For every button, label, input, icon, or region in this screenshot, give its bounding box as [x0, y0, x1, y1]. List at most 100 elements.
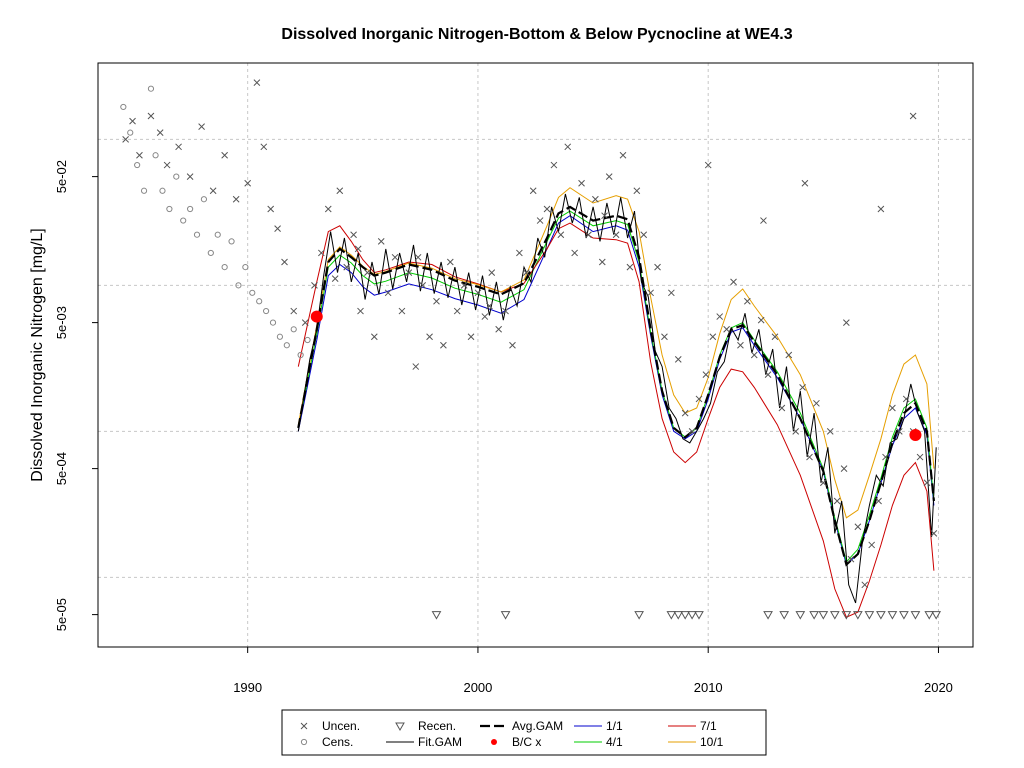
- points-layer: [120, 79, 942, 620]
- uncen-point-61: [592, 195, 599, 203]
- legend-uncen-label: Uncen.: [322, 719, 360, 733]
- recen-point-9: [779, 611, 790, 620]
- recen-point-12: [818, 611, 829, 620]
- cens-point-13: [207, 249, 214, 257]
- uncen-point-25: [343, 263, 351, 271]
- uncen-point-4: [156, 129, 164, 137]
- plot-frame: [97, 62, 974, 648]
- cens-point-2: [134, 161, 141, 169]
- uncen-point-95: [826, 427, 834, 435]
- uncen-point-2: [136, 151, 143, 159]
- uncen-point-80: [723, 325, 730, 333]
- cens-point-3: [140, 187, 148, 194]
- cens-point-27: [304, 336, 311, 344]
- uncen-point-63: [605, 173, 613, 180]
- uncen-point-47: [495, 325, 503, 333]
- uncen-point-104: [889, 404, 896, 412]
- cens-point-20: [256, 298, 263, 305]
- uncen-point-73: [674, 356, 682, 363]
- axes: 1990 2000 2010 2020 5e-05 5e-04 5e-03 5e-02: [54, 160, 953, 695]
- uncen-point-79: [716, 313, 724, 320]
- cens-point-17: [235, 282, 242, 289]
- uncen-point-57: [564, 143, 572, 151]
- recen-point-1: [500, 611, 511, 620]
- legend-recen-label: Recen.: [418, 719, 456, 733]
- uncen-point-15: [267, 205, 275, 213]
- uncen-point-105: [895, 427, 903, 435]
- cens-point-21: [262, 307, 270, 315]
- recen-point-20: [910, 611, 921, 620]
- uncen-point-120: [909, 112, 917, 120]
- legend-cens-symbol: [300, 738, 308, 746]
- series-line-avg-gam: [297, 205, 935, 567]
- legend-box: [281, 709, 767, 756]
- uncen-point-55: [550, 161, 558, 169]
- uncen-point-18: [290, 307, 298, 315]
- recen-point-17: [876, 611, 886, 620]
- uncen-point-96: [833, 497, 841, 505]
- uncen-point-89: [785, 351, 793, 359]
- x-tick-label-1: 2000: [463, 680, 492, 695]
- uncen-point-86: [764, 371, 772, 379]
- legend-avg-gam-label: Avg.GAM: [512, 719, 563, 733]
- uncen-point-114: [601, 212, 608, 220]
- uncen-point-56: [557, 231, 565, 239]
- uncen-point-77: [702, 371, 710, 379]
- uncen-point-33: [398, 307, 406, 315]
- cens-point-8: [173, 173, 180, 180]
- uncen-point-88: [778, 404, 786, 412]
- cens-point-14: [214, 231, 221, 238]
- uncen-point-75: [688, 427, 696, 435]
- y-axis-label: Dissolved Inorganic Nitrogen [mg/L]: [29, 228, 46, 481]
- chart-title: Dissolved Inorganic Nitrogen-Bottom & Be…: [281, 26, 792, 43]
- uncen-point-118: [843, 319, 850, 326]
- uncen-point-59: [578, 179, 585, 187]
- uncen-point-22: [324, 205, 332, 213]
- uncen-point-93: [813, 399, 820, 407]
- uncen-point-0: [122, 135, 129, 143]
- legend: Uncen. Cens. Recen. Fit.GAM Avg.GAM B/C x 1/1 4…: [281, 709, 767, 756]
- uncen-point-40: [446, 258, 454, 266]
- series-line-fit-gam: [297, 193, 937, 604]
- uncen-point-10: [221, 151, 228, 159]
- uncen-point-34: [405, 269, 413, 276]
- uncen-point-38: [433, 297, 440, 305]
- cens-point-0: [120, 103, 127, 111]
- uncen-point-74: [681, 409, 689, 417]
- uncen-point-97: [840, 465, 848, 472]
- recen-point-10: [795, 611, 806, 620]
- uncen-point-29: [370, 333, 378, 341]
- uncen-point-81: [730, 278, 737, 286]
- uncen-point-30: [377, 238, 385, 245]
- cens-point-24: [283, 342, 290, 349]
- x-tick-label-3: 2020: [924, 680, 953, 695]
- legend-10-1-label: 10/1: [700, 735, 724, 749]
- uncen-point-16: [274, 225, 281, 233]
- uncen-point-78: [709, 333, 717, 341]
- uncen-point-60: [585, 231, 592, 239]
- uncen-point-69: [647, 289, 654, 297]
- cens-point-4: [147, 85, 155, 92]
- uncen-point-91: [799, 384, 806, 391]
- uncen-point-53: [536, 217, 544, 224]
- cens-point-5: [152, 152, 159, 159]
- uncen-point-36: [419, 281, 427, 289]
- uncen-point-108: [916, 453, 924, 461]
- uncen-point-21: [318, 249, 325, 257]
- uncen-point-8: [198, 123, 205, 130]
- cens-point-6: [159, 187, 166, 194]
- x-tick-label-2: 2010: [694, 680, 723, 695]
- recen-point-6: [687, 611, 697, 620]
- recen-point-14: [841, 611, 852, 620]
- recen-point-8: [763, 611, 773, 620]
- bc-point-1: [909, 428, 922, 441]
- bc-point-0: [310, 310, 323, 323]
- legend-cens-label: Cens.: [322, 735, 353, 749]
- uncen-point-26: [350, 231, 357, 239]
- uncen-point-67: [633, 187, 641, 195]
- legend-uncen-symbol: [300, 722, 308, 730]
- recen-point-2: [634, 611, 644, 620]
- uncen-point-83: [743, 297, 751, 305]
- cens-point-12: [200, 196, 208, 203]
